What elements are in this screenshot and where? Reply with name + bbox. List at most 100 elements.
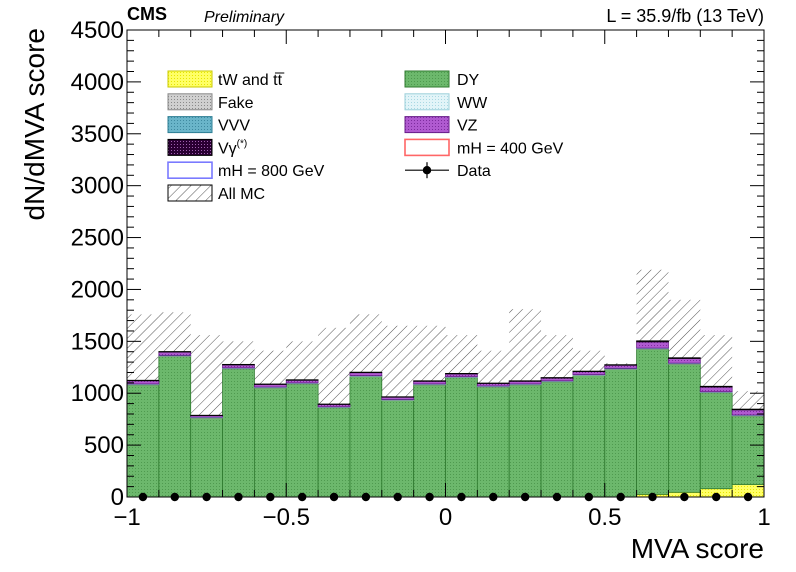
bar-vg [668, 357, 701, 359]
bar-vg [158, 351, 192, 353]
bar-vg [222, 363, 255, 366]
legend-entry-vvv: VVV [167, 116, 250, 135]
bar-vz [126, 380, 160, 385]
bar-vz [540, 377, 574, 382]
series-vg [126, 340, 765, 416]
lumi-label: L = 35.9/fb (13 TeV) [606, 6, 764, 26]
bar-vg [413, 380, 446, 382]
legend-entry-mh400: mH = 400 GeV [404, 138, 564, 157]
x-axis-title: MVA score [631, 533, 764, 564]
x-tick-label: 1 [757, 504, 770, 531]
bar-vg [540, 377, 574, 379]
y-tick-label: 3500 [71, 121, 124, 148]
legend-entry-fake: Fake [167, 93, 254, 112]
legend-swatch [404, 138, 450, 157]
bar-dy [222, 368, 255, 498]
bar-vg [508, 380, 542, 382]
legend-label: Data [457, 163, 491, 180]
bar-dy [253, 387, 287, 498]
bar-vg [126, 379, 160, 382]
y-tick-label: 3000 [71, 173, 124, 200]
series-dy [126, 348, 765, 498]
bar-dy [731, 415, 765, 485]
legend-label: All MC [218, 186, 265, 203]
bar-vg [285, 379, 319, 381]
bar-dy [126, 384, 160, 498]
y-tick-label: 2000 [71, 276, 124, 303]
axis-ticks: −1 −0.5 0 0.5 1 0 500 1000 1500 2000 2500 3000 3500 4… [71, 17, 771, 531]
stack-layer [126, 340, 765, 498]
bar-dy [636, 348, 669, 495]
bar-vz [222, 364, 255, 369]
x-tick-label: −0.5 [263, 504, 310, 531]
bar-vg [349, 371, 383, 374]
legend-label: mH = 400 GeV [457, 140, 564, 157]
legend-swatch [167, 93, 213, 111]
bar-dy [317, 407, 351, 498]
legend: tW and tt̅ DY Fake WW VVV VZ Vγ(*) mH = 400 GeV… [167, 70, 564, 203]
y-tick-label: 4000 [71, 69, 124, 96]
legend-label-superscript: (*) [237, 138, 248, 149]
y-tick-label: 4500 [71, 17, 124, 44]
legend-swatch [167, 184, 213, 202]
bar-dy [381, 400, 415, 498]
bar-vg [731, 408, 765, 411]
legend-swatch [167, 161, 213, 179]
legend-label: DY [457, 72, 480, 89]
legend-entry-data: Data [405, 162, 491, 180]
x-tick-label: 0.5 [588, 504, 621, 531]
legend-entry-mh800: mH = 800 GeV [167, 161, 325, 180]
bar-vz [572, 371, 606, 375]
legend-entry-vz: VZ [404, 116, 478, 135]
bar-dy [285, 383, 319, 498]
y-tick-label: 1000 [71, 380, 124, 407]
y-tick-label: 1500 [71, 328, 124, 355]
legend-entry-allmc: All MC [167, 184, 265, 203]
y-tick-label: 2500 [71, 225, 124, 252]
legend-entry-ww: WW [404, 93, 488, 112]
bar-vz [699, 386, 733, 393]
legend-entry-vg: Vγ(*) [167, 138, 247, 157]
legend-swatch [404, 93, 450, 111]
legend-entry-dy: DY [404, 70, 480, 89]
legend-label: VVV [218, 118, 250, 135]
legend-label: Vγ(*) [218, 138, 247, 157]
legend-label: Fake [218, 95, 254, 112]
y-tick-label: 500 [84, 432, 124, 459]
bar-dy [413, 384, 446, 498]
bar-vz [349, 372, 383, 376]
experiment-label: CMS [127, 4, 167, 24]
bar-vz [445, 373, 478, 378]
bar-dy [349, 376, 383, 498]
bar-vz [668, 358, 701, 364]
legend-entry-tw: tW and tt̅ [167, 70, 285, 89]
bar-dy [668, 363, 701, 493]
y-tick-label: 0 [111, 484, 124, 511]
bar-vg [604, 364, 638, 366]
legend-swatch [167, 138, 213, 156]
legend-label: mH = 800 GeV [218, 163, 325, 180]
bar-vg [572, 370, 606, 373]
bar-dy [158, 355, 192, 498]
legend-data-marker [422, 166, 432, 175]
legend-label: WW [457, 95, 488, 112]
bar-dy [476, 386, 510, 498]
bar-dy [190, 417, 223, 498]
bar-vz [158, 351, 192, 356]
bar-dy [604, 368, 638, 498]
x-tick-label: 0 [439, 504, 452, 531]
legend-swatch [167, 116, 213, 134]
bar-dy [508, 384, 542, 498]
bar-vz [604, 364, 638, 369]
legend-swatch [404, 116, 450, 134]
bar-vg [445, 373, 478, 375]
bar-dy [540, 381, 574, 498]
legend-swatch [167, 70, 213, 88]
bar-vg [636, 340, 669, 343]
legend-label: tW and tt̅ [218, 72, 285, 89]
bar-dy [572, 375, 606, 498]
legend-label: VZ [457, 118, 478, 135]
status-label: Preliminary [204, 9, 285, 26]
x-tick-label: −1 [113, 504, 140, 531]
